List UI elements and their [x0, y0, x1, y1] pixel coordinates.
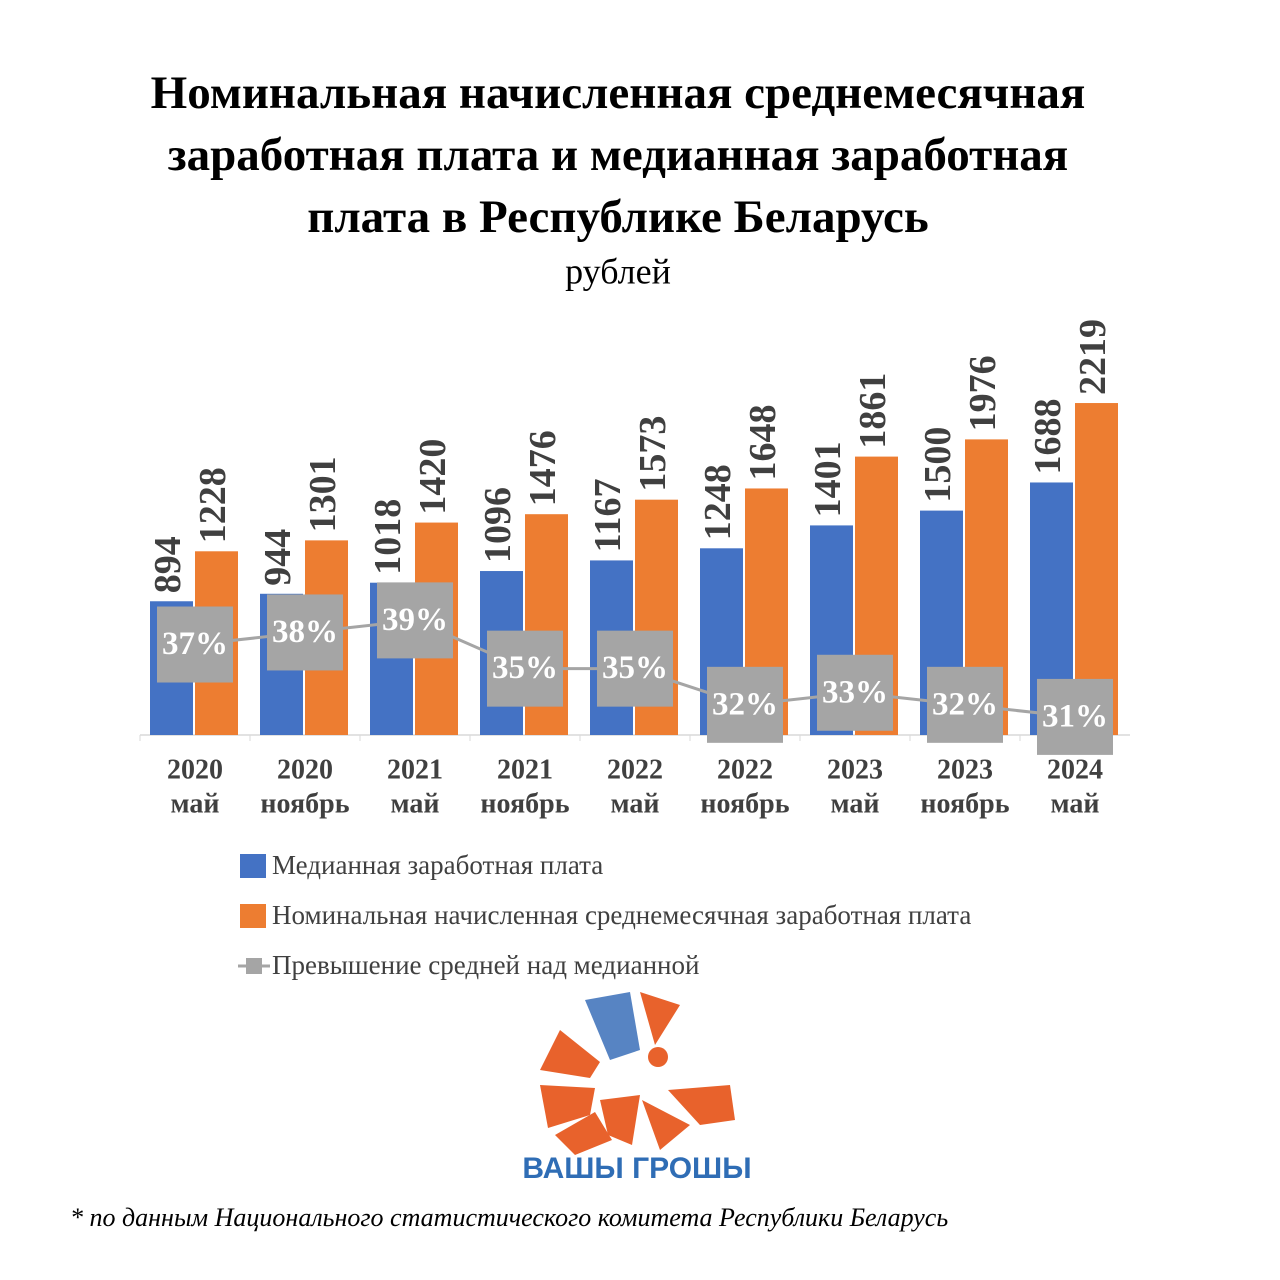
x-tick-label: май [170, 788, 219, 819]
x-tick-label: 2022 [607, 754, 663, 785]
x-tick-label: ноябрь [920, 788, 1009, 819]
value-label: 2219 [1072, 319, 1114, 395]
value-label: 1500 [917, 427, 959, 503]
x-tick-label: май [610, 788, 659, 819]
value-label: 1688 [1027, 398, 1069, 474]
line-marker [1037, 678, 1113, 755]
line-marker [817, 654, 893, 731]
value-label: 39% [382, 602, 448, 638]
legend-label: Номинальная начисленная среднемесячная з… [272, 900, 971, 930]
value-label: 1167 [587, 479, 629, 553]
value-label: 1096 [477, 487, 519, 563]
value-label: 38% [272, 614, 338, 650]
value-label: 944 [257, 529, 299, 586]
logo [540, 992, 735, 1155]
value-label: 1573 [632, 416, 674, 492]
x-tick-label: 2023 [937, 754, 993, 785]
value-label: 1976 [962, 355, 1004, 431]
line-marker [597, 630, 673, 707]
legend-swatch [240, 854, 266, 878]
value-label: 33% [822, 674, 888, 710]
x-tick-label: май [830, 788, 879, 819]
legend-label: Превышение средней над медианной [272, 950, 699, 980]
x-tick-label: 2020 [167, 754, 223, 785]
value-label: 1248 [697, 464, 739, 540]
value-label: 1648 [742, 404, 784, 480]
value-label: 37% [162, 626, 228, 662]
value-label: 1018 [367, 499, 409, 575]
x-tick-label: май [390, 788, 439, 819]
x-tick-label: 2021 [387, 754, 443, 785]
value-label: 1228 [192, 467, 234, 543]
value-label: 1301 [302, 456, 344, 532]
x-tick-label: ноябрь [700, 788, 789, 819]
value-label: 32% [712, 686, 778, 722]
value-label: 1401 [807, 441, 849, 517]
chart-title: Номинальная начисленная среднемесячная [151, 67, 1086, 119]
legend-label: Медианная заработная плата [272, 850, 603, 880]
line-marker [377, 582, 453, 659]
value-label: 35% [492, 650, 558, 686]
value-label: 31% [1042, 698, 1108, 734]
value-label: 1420 [412, 439, 454, 515]
x-tick-label: 2021 [497, 754, 553, 785]
line-marker [487, 630, 563, 707]
x-tick-label: 2020 [277, 754, 333, 785]
value-label: 32% [932, 686, 998, 722]
chart-title: заработная плата и медианная заработная [168, 129, 1068, 181]
x-tick-label: май [1050, 788, 1099, 819]
legend-swatch [246, 958, 262, 974]
chart-subtitle: рублей [565, 251, 671, 291]
logo-text: ВАШЫ ГРОШЫ [522, 1152, 751, 1185]
x-tick-label: 2024 [1047, 754, 1103, 785]
chart-title: плата в Республике Беларусь [307, 191, 929, 243]
x-tick-label: ноябрь [480, 788, 569, 819]
x-tick-label: 2023 [827, 754, 883, 785]
line-marker [927, 666, 1003, 743]
legend-swatch [240, 904, 266, 928]
line-marker [707, 666, 783, 743]
value-label: 1476 [522, 430, 564, 506]
x-tick-label: 2022 [717, 754, 773, 785]
footnote: * по данным Национального статистическог… [70, 1203, 948, 1232]
value-label: 894 [147, 536, 189, 593]
value-label: 1861 [852, 373, 894, 449]
x-tick-label: ноябрь [260, 788, 349, 819]
line-marker [267, 594, 343, 671]
value-label: 35% [602, 650, 668, 686]
line-marker [157, 606, 233, 683]
